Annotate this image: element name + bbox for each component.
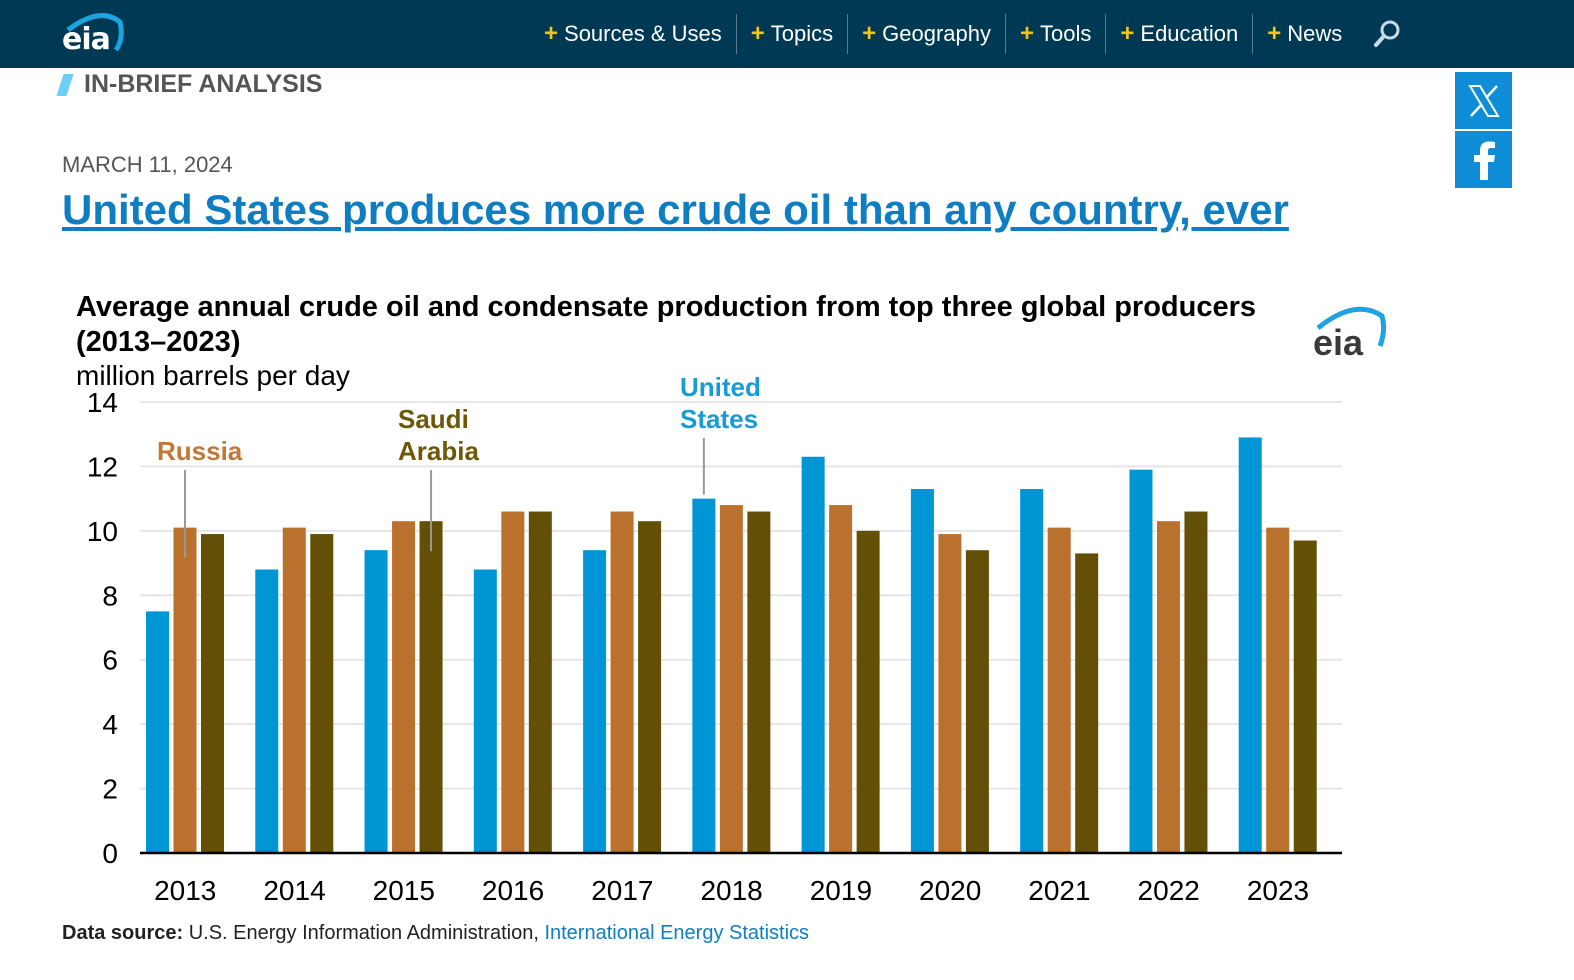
- share-x-button[interactable]: [1455, 72, 1512, 129]
- nav-label: Tools: [1040, 21, 1092, 46]
- nav-label: Geography: [882, 21, 991, 46]
- bar-russia: [1047, 527, 1071, 853]
- section-label: IN-BRIEF ANALYSIS: [56, 70, 323, 99]
- nav-tools[interactable]: + Tools: [1006, 14, 1107, 54]
- top-navigation-bar: eia + Sources & Uses + Topics + Geography +…: [0, 0, 1574, 68]
- bar-russia: [610, 511, 634, 853]
- y-tick-label: 4: [102, 709, 118, 740]
- y-tick-label: 0: [102, 838, 118, 869]
- x-icon: [1467, 84, 1500, 117]
- bar-united-states: [583, 550, 607, 853]
- bar-saudi-arabia: [638, 521, 662, 853]
- nav-sources-uses[interactable]: + Sources & Uses: [530, 14, 737, 54]
- plus-icon: +: [750, 20, 765, 47]
- bar-russia: [392, 521, 416, 853]
- bar-russia: [1156, 521, 1180, 853]
- x-tick-label: 2018: [700, 875, 762, 906]
- annotation-label: Russia: [157, 436, 243, 466]
- nav-education[interactable]: + Education: [1106, 14, 1254, 54]
- nav-topics[interactable]: + Topics: [737, 14, 849, 54]
- bar-saudi-arabia: [1184, 511, 1208, 853]
- bar-united-states: [692, 498, 716, 853]
- main-nav: + Sources & Uses + Topics + Geography + Tool…: [530, 0, 1402, 68]
- bar-saudi-arabia: [747, 511, 771, 853]
- y-tick-label: 6: [102, 645, 118, 676]
- source-link[interactable]: International Energy Statistics: [544, 922, 810, 944]
- x-tick-label: 2015: [373, 875, 435, 906]
- bar-united-states: [255, 569, 279, 853]
- annotation-label: United: [680, 372, 761, 402]
- bar-united-states: [910, 488, 934, 853]
- plus-icon: +: [862, 20, 877, 47]
- chart-y-axis-label: million barrels per day: [76, 360, 350, 391]
- plus-icon: +: [544, 20, 559, 47]
- bar-russia: [173, 527, 197, 853]
- article-date: MARCH 11, 2024: [62, 152, 233, 177]
- source-text: U.S. Energy Information Administration,: [183, 922, 545, 944]
- section-label-text: IN-BRIEF ANALYSIS: [84, 70, 323, 98]
- slash-decoration: [56, 73, 74, 96]
- chart-logo-text: eia: [1313, 322, 1364, 360]
- share-facebook-button[interactable]: [1455, 131, 1512, 188]
- search-icon[interactable]: [1372, 19, 1402, 49]
- bar-united-states: [1129, 469, 1153, 853]
- y-tick-label: 8: [102, 580, 118, 611]
- x-tick-label: 2020: [919, 875, 981, 906]
- annotation-label: Saudi: [398, 404, 469, 434]
- nav-geography[interactable]: + Geography: [848, 14, 1006, 54]
- nav-news[interactable]: + News: [1253, 14, 1356, 54]
- y-tick-label: 12: [87, 451, 118, 482]
- bar-saudi-arabia: [201, 534, 224, 853]
- bar-russia: [719, 505, 743, 853]
- chart-title: Average annual crude oil and condensate …: [76, 291, 1257, 358]
- bar-united-states: [1020, 488, 1044, 853]
- bar-russia: [501, 511, 525, 853]
- chart-eia-logo: eia: [1310, 300, 1390, 363]
- x-tick-label: 2017: [591, 875, 653, 906]
- plus-icon: +: [1120, 20, 1135, 47]
- eia-logo-icon: eia: [1313, 306, 1387, 363]
- bar-saudi-arabia: [1075, 553, 1099, 853]
- bar-united-states: [473, 569, 497, 853]
- x-tick-label: 2021: [1028, 875, 1090, 906]
- x-tick-label: 2019: [810, 875, 872, 906]
- plus-icon: +: [1267, 20, 1282, 47]
- data-source: Data source: U.S. Energy Information Adm…: [62, 922, 809, 945]
- y-tick-label: 2: [102, 774, 118, 805]
- bar-saudi-arabia: [1293, 540, 1317, 853]
- nav-label: Topics: [770, 21, 834, 46]
- x-tick-label: 2023: [1247, 875, 1309, 906]
- source-label: Data source:: [62, 922, 184, 944]
- x-tick-label: 2013: [154, 875, 216, 906]
- annotation-label: States: [680, 404, 758, 434]
- bar-russia: [829, 505, 853, 853]
- article-headline[interactable]: United States produces more crude oil th…: [62, 186, 1289, 233]
- bar-united-states: [1238, 437, 1262, 853]
- bar-united-states: [801, 456, 825, 853]
- bar-saudi-arabia: [856, 530, 880, 853]
- nav-label: News: [1287, 21, 1343, 46]
- bar-russia: [282, 527, 306, 853]
- facebook-icon: [1473, 141, 1495, 180]
- annotation-label: Arabia: [398, 436, 479, 466]
- logo-swoosh-icon: [66, 13, 124, 52]
- bar-saudi-arabia: [310, 534, 334, 853]
- x-tick-label: 2016: [482, 875, 544, 906]
- x-tick-label: 2014: [263, 875, 325, 906]
- bar-russia: [938, 534, 962, 853]
- nav-label: Education: [1140, 21, 1239, 46]
- bar-saudi-arabia: [965, 550, 989, 853]
- bar-united-states: [364, 550, 388, 853]
- y-tick-label: 10: [87, 516, 118, 547]
- bar-united-states: [146, 611, 169, 853]
- bar-russia: [1266, 527, 1290, 853]
- plus-icon: +: [1020, 20, 1035, 47]
- bar-saudi-arabia: [419, 521, 443, 853]
- x-tick-label: 2022: [1138, 875, 1200, 906]
- logo-text: eia: [62, 22, 111, 57]
- nav-label: Sources & Uses: [564, 21, 722, 46]
- bar-saudi-arabia: [528, 511, 552, 853]
- eia-logo[interactable]: eia: [60, 8, 130, 60]
